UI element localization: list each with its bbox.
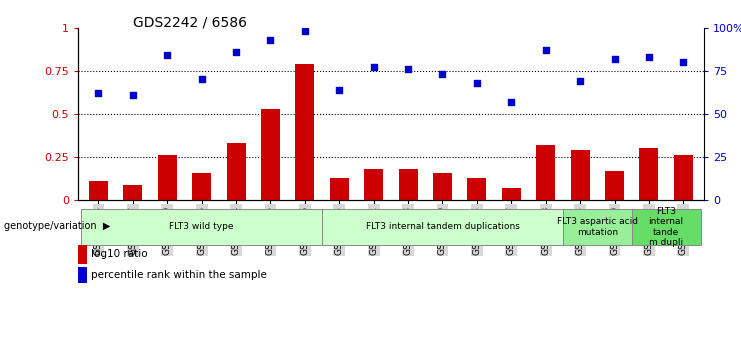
Text: FLT3 aspartic acid
mutation: FLT3 aspartic acid mutation xyxy=(556,217,638,237)
Bar xyxy=(296,64,314,200)
Bar xyxy=(365,169,383,200)
Bar xyxy=(192,172,211,200)
Bar xyxy=(89,181,108,200)
Text: percentile rank within the sample: percentile rank within the sample xyxy=(91,270,267,280)
Point xyxy=(230,49,242,55)
Bar xyxy=(536,145,555,200)
Text: genotype/variation  ▶: genotype/variation ▶ xyxy=(4,221,110,231)
Text: log10 ratio: log10 ratio xyxy=(91,249,147,259)
Point xyxy=(539,47,551,53)
Point xyxy=(574,78,586,84)
FancyBboxPatch shape xyxy=(631,209,700,245)
Bar xyxy=(502,188,521,200)
Bar xyxy=(227,143,245,200)
Point xyxy=(299,28,310,34)
FancyBboxPatch shape xyxy=(322,209,563,245)
Point xyxy=(196,77,207,82)
Point xyxy=(93,90,104,96)
Bar xyxy=(433,172,452,200)
Point xyxy=(402,66,414,72)
Bar xyxy=(399,169,417,200)
Point xyxy=(505,99,517,105)
Point xyxy=(265,37,276,42)
Point xyxy=(333,87,345,92)
FancyBboxPatch shape xyxy=(82,209,322,245)
Bar xyxy=(124,185,142,200)
Point xyxy=(471,80,483,86)
Text: FLT3
internal
tande
m dupli: FLT3 internal tande m dupli xyxy=(648,207,684,247)
Bar xyxy=(639,148,658,200)
Point xyxy=(436,71,448,77)
Point xyxy=(368,65,379,70)
Bar xyxy=(261,109,280,200)
Text: GDS2242 / 6586: GDS2242 / 6586 xyxy=(133,16,247,30)
Text: FLT3 wild type: FLT3 wild type xyxy=(170,222,234,231)
Bar xyxy=(158,155,176,200)
Bar xyxy=(605,171,624,200)
Bar xyxy=(571,150,590,200)
Bar xyxy=(330,178,349,200)
Point xyxy=(608,56,620,61)
Point xyxy=(162,52,173,58)
FancyBboxPatch shape xyxy=(563,209,631,245)
Text: FLT3 internal tandem duplications: FLT3 internal tandem duplications xyxy=(365,222,519,231)
Bar xyxy=(468,178,486,200)
Point xyxy=(127,92,139,98)
Point xyxy=(643,54,655,60)
Bar xyxy=(674,155,693,200)
Point xyxy=(677,59,689,65)
